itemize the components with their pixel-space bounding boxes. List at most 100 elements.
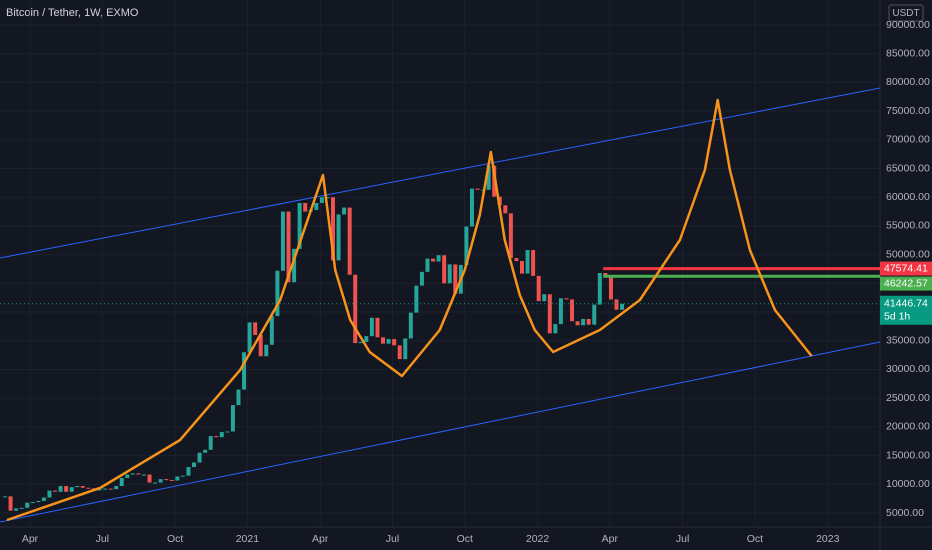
candle — [208, 436, 213, 450]
candle — [64, 486, 69, 492]
y-tick-label: 30000.00 — [886, 363, 930, 375]
y-tick-label: 20000.00 — [886, 421, 930, 433]
candle — [608, 275, 613, 300]
candle — [419, 271, 424, 286]
countdown-label: 5d 1h — [884, 311, 910, 323]
candle — [119, 477, 124, 487]
candle — [314, 202, 319, 210]
candle — [325, 197, 330, 199]
y-tick-label: 5000.00 — [886, 507, 924, 519]
x-tick-label: Jul — [386, 533, 399, 545]
candle — [558, 298, 563, 325]
candle — [97, 489, 102, 491]
candle — [575, 321, 580, 326]
candle — [186, 467, 191, 476]
x-tick-label: Oct — [167, 533, 183, 545]
candle — [414, 285, 419, 313]
candle — [169, 479, 174, 481]
x-tick-label: Apr — [312, 533, 329, 545]
candle — [3, 496, 8, 498]
y-tick-label: 10000.00 — [886, 478, 930, 490]
x-tick-label: 2021 — [236, 533, 260, 545]
candle — [508, 213, 513, 259]
candle — [319, 197, 324, 203]
x-tick-label: 2023 — [816, 533, 840, 545]
candle — [397, 345, 402, 360]
candle — [214, 436, 219, 438]
candle — [275, 270, 280, 317]
candle — [58, 486, 63, 492]
candle — [586, 318, 591, 325]
candle — [492, 165, 497, 197]
candle — [503, 205, 508, 214]
candle — [536, 275, 541, 302]
candle — [403, 338, 408, 360]
candle — [330, 197, 335, 261]
candle — [8, 496, 13, 511]
y-tick-label: 15000.00 — [886, 449, 930, 461]
candle — [358, 341, 363, 344]
candle — [269, 316, 274, 345]
candle — [514, 258, 519, 261]
candle — [130, 473, 135, 475]
currency: USDT — [892, 8, 919, 19]
candle — [225, 431, 230, 433]
candle — [431, 258, 436, 262]
candle — [114, 486, 119, 490]
x-tick-label: Oct — [457, 533, 473, 545]
candle — [219, 432, 224, 438]
chart-title: Bitcoin / Tether, 1W, EXMO — [6, 7, 139, 19]
candle — [364, 336, 369, 342]
candle — [519, 260, 524, 274]
candle — [525, 250, 530, 274]
x-tick-label: 2022 — [526, 533, 550, 545]
candle — [592, 304, 597, 325]
x-tick-label: Jul — [96, 533, 109, 545]
candle — [347, 207, 352, 275]
candle — [475, 188, 480, 190]
candle — [53, 490, 58, 492]
candle — [75, 486, 80, 488]
candle — [581, 318, 586, 326]
candle — [30, 502, 35, 504]
candle — [175, 476, 180, 481]
candle — [453, 264, 458, 294]
y-tick-label: 50000.00 — [886, 248, 930, 260]
y-tick-label: 75000.00 — [886, 105, 930, 117]
candle — [531, 250, 536, 276]
trend-line — [0, 341, 881, 523]
candle — [41, 497, 46, 501]
candle — [375, 317, 380, 338]
candle — [469, 188, 474, 227]
candle — [425, 258, 430, 272]
y-tick-label: 65000.00 — [886, 162, 930, 174]
last-price-label: 41446.74 — [884, 298, 928, 310]
candle — [342, 207, 347, 215]
candle — [141, 474, 146, 476]
candle — [86, 487, 91, 489]
candle — [125, 474, 130, 478]
candle — [303, 202, 308, 212]
candle — [14, 508, 19, 511]
candle — [369, 317, 374, 337]
projection-curve — [6, 98, 813, 522]
candle — [47, 490, 52, 498]
x-tick-label: Apr — [22, 533, 39, 545]
candle — [447, 264, 452, 284]
candle — [230, 405, 235, 432]
x-tick-label: Oct — [747, 533, 763, 545]
candle — [547, 294, 552, 334]
candle — [108, 488, 113, 490]
currency-box[interactable] — [888, 4, 924, 22]
candle — [464, 226, 469, 265]
candle — [264, 344, 269, 357]
candle — [158, 479, 163, 483]
candle — [553, 324, 558, 334]
candle — [381, 337, 386, 344]
candle — [386, 339, 391, 344]
y-tick-label: 80000.00 — [886, 76, 930, 88]
y-tick-label: 85000.00 — [886, 47, 930, 59]
trend-line — [0, 87, 881, 259]
y-tick-label: 25000.00 — [886, 392, 930, 404]
candle — [614, 299, 619, 310]
